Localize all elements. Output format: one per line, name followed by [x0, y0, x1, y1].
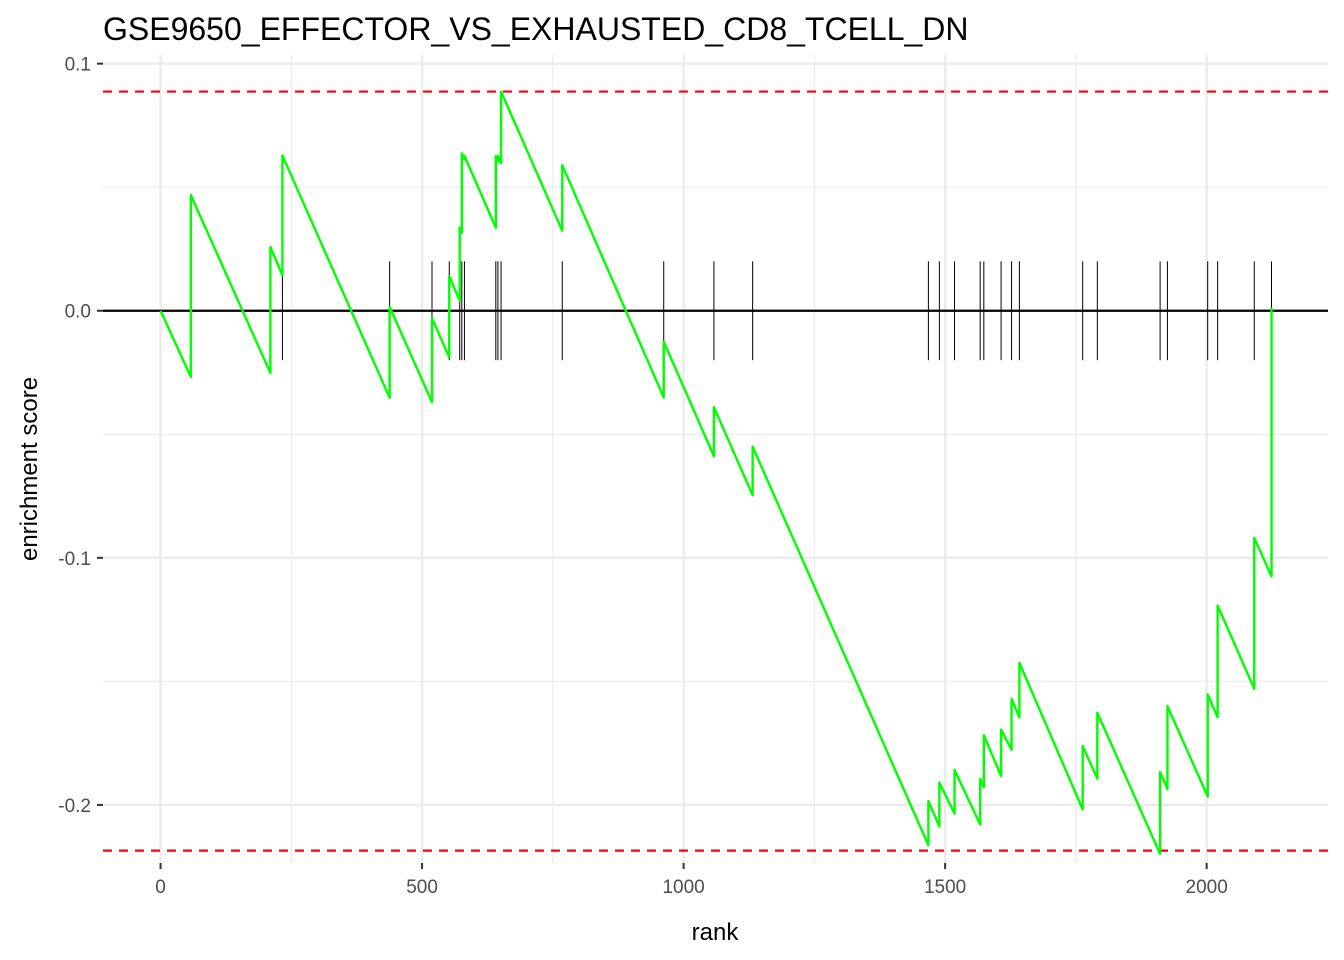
- enrichment-curve: [159, 90, 1273, 856]
- y-tick-label: 0.1: [65, 55, 91, 76]
- grid-lines: [103, 55, 1328, 863]
- threshold-lines: [103, 90, 1328, 852]
- axes: 0 500 1000 1500 2000 0.1 0.0 -0.1 -0.2: [58, 55, 1228, 898]
- x-tick-label: 1500: [924, 877, 966, 898]
- x-tick-label: 2000: [1186, 877, 1228, 898]
- x-axis-title: rank: [692, 919, 740, 946]
- x-tick-label: 1000: [662, 877, 704, 898]
- x-tick-label: 500: [406, 877, 438, 898]
- enrichment-score-line: [159, 90, 1273, 856]
- chart-title: GSE9650_EFFECTOR_VS_EXHAUSTED_CD8_TCELL_…: [103, 11, 969, 47]
- x-tick-label: 0: [155, 877, 166, 898]
- y-tick-label: -0.2: [58, 796, 91, 817]
- y-axis-title: enrichment score: [16, 377, 43, 561]
- y-tick-label: 0.0: [65, 302, 91, 323]
- y-tick-label: -0.1: [58, 549, 91, 570]
